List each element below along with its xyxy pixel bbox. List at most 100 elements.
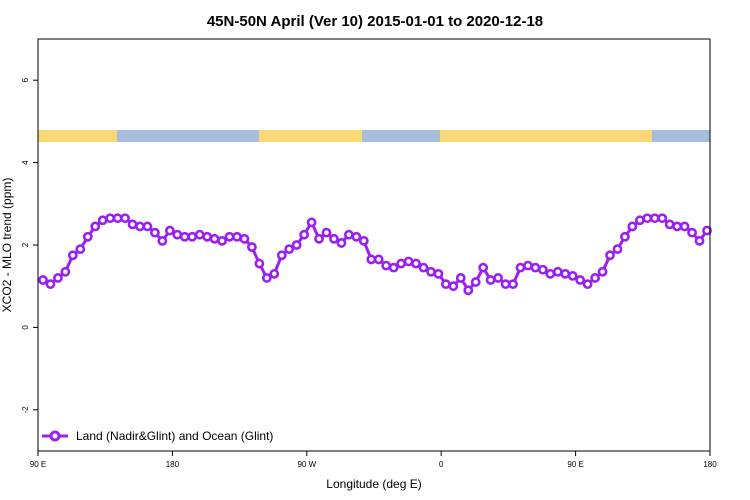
data-point [649, 213, 660, 224]
data-point [112, 213, 123, 224]
data-point [426, 266, 436, 277]
data-point [575, 275, 586, 285]
data-point [537, 264, 548, 275]
data-point [560, 268, 571, 279]
data-point [254, 258, 265, 269]
data-point [194, 229, 205, 240]
x-axis-label: Longitude (deg E) [326, 477, 421, 491]
data-point [232, 231, 242, 242]
data-point [523, 260, 533, 271]
land-band [38, 130, 117, 142]
data-point [97, 215, 108, 226]
data-point [261, 273, 272, 283]
x-tick-label: 180 [166, 460, 180, 469]
series-layer [38, 213, 712, 296]
data-point [150, 227, 160, 238]
data-point [373, 254, 384, 265]
data-point [590, 273, 600, 283]
data-point [702, 225, 712, 236]
data-point [411, 258, 421, 269]
data-point [403, 256, 414, 267]
data-point [366, 254, 377, 265]
data-point [358, 235, 369, 246]
data-point [478, 262, 489, 273]
x-tick-label: 90 W [297, 460, 316, 469]
data-point [612, 244, 623, 255]
legend-marker [49, 430, 61, 442]
data-point [276, 250, 287, 261]
data-point [396, 258, 407, 269]
y-axis: -2 0 2 4 6 [21, 77, 38, 413]
data-point [634, 215, 645, 226]
data-point [105, 213, 116, 224]
data-point [239, 233, 250, 244]
data-point [314, 233, 324, 244]
x-axis: 90 E 180 90 W 0 90 E 180 [30, 451, 717, 469]
data-point [657, 213, 668, 224]
data-point [582, 279, 593, 290]
data-point [38, 275, 48, 285]
data-point [687, 227, 697, 238]
data-point [306, 217, 317, 228]
land-band [259, 130, 362, 142]
data-point [45, 279, 56, 290]
y-axis-label: XCO2 - MLO trend (ppm) [0, 178, 14, 313]
data-point [470, 277, 481, 287]
data-point [455, 273, 466, 283]
data-point [605, 250, 615, 261]
data-point [433, 268, 444, 279]
data-point [388, 262, 399, 273]
data-point [224, 231, 235, 242]
data-point [463, 285, 474, 296]
data-point [620, 231, 630, 242]
data-point [187, 231, 198, 242]
data-point [299, 229, 310, 240]
data-point [291, 240, 302, 250]
data-point [75, 244, 86, 255]
data-point [67, 250, 78, 261]
data-point [135, 221, 145, 232]
data-point [343, 229, 354, 240]
data-point [664, 219, 675, 230]
x-tick-label: 180 [703, 460, 717, 469]
legend: Land (Nadir&Glint) and Ocean (Glint) [42, 429, 273, 443]
legend-label: Land (Nadir&Glint) and Ocean (Glint) [76, 429, 273, 443]
data-point [672, 221, 683, 232]
data-point [418, 262, 429, 273]
data-point [381, 260, 392, 271]
data-point [627, 221, 638, 232]
data-point [351, 231, 362, 242]
data-point [508, 279, 518, 290]
land-band [440, 130, 652, 142]
data-point [284, 244, 295, 255]
data-point [493, 273, 504, 283]
data-point [694, 235, 705, 246]
data-point [269, 268, 280, 279]
y-tick-label: -2 [21, 406, 30, 414]
data-point [485, 275, 496, 285]
data-point [597, 266, 608, 277]
data-point [202, 231, 213, 242]
data-point [642, 213, 653, 224]
data-point [679, 221, 690, 232]
data-point [209, 233, 220, 244]
data-point [500, 279, 511, 290]
data-point [440, 279, 451, 290]
y-tick-label: 2 [21, 242, 30, 247]
data-point [179, 231, 190, 242]
data-point [545, 268, 556, 279]
x-tick-label: 90 E [30, 460, 46, 469]
plot-frame [37, 38, 711, 452]
data-point [53, 273, 63, 283]
data-point [90, 221, 101, 232]
data-point [142, 221, 153, 232]
data-point [321, 227, 332, 238]
chart-title: 45N-50N April (Ver 10) 2015-01-01 to 202… [207, 13, 543, 30]
data-point [567, 270, 578, 281]
x-tick-label: 0 [439, 460, 444, 469]
data-point [329, 233, 339, 244]
data-point [448, 281, 459, 292]
data-point [246, 242, 257, 252]
data-point [164, 225, 175, 236]
data-point [217, 235, 227, 246]
